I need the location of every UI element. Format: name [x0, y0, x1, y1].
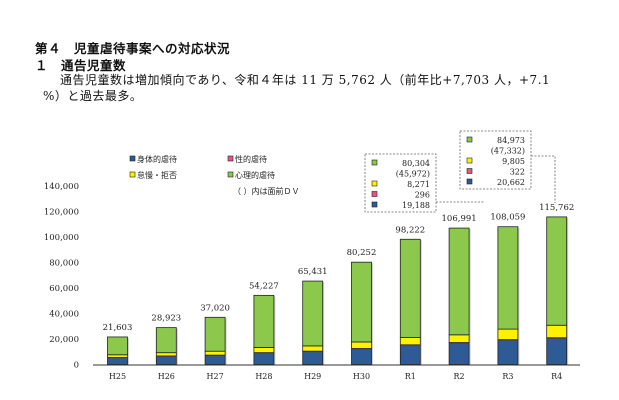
- callout-connector-R4: [531, 155, 556, 203]
- legend-swatch-3: [227, 171, 234, 178]
- callout-value: 296: [415, 191, 430, 200]
- legend-note: （ ）内は面前ＤＶ: [233, 186, 300, 196]
- legend-label-0: 身体的虐待: [137, 154, 177, 164]
- total-label-H25: 21,603: [103, 323, 133, 333]
- total-label-H29: 65,431: [298, 267, 328, 277]
- callout-box-R3: [364, 153, 437, 213]
- y-tick-label: 140,000: [44, 182, 79, 192]
- bar-segment-R1-2: [399, 337, 421, 346]
- x-tick-label: R4: [551, 372, 562, 381]
- bar-segment-H28-0: [253, 352, 275, 365]
- bar-segment-R1-0: [399, 344, 421, 365]
- callout-value: (47,332): [491, 147, 525, 156]
- x-tick-label: H27: [207, 372, 224, 381]
- bar-segment-H29-2: [302, 345, 324, 352]
- callout-box-R4: [459, 130, 532, 190]
- bar-segment-R4-3: [546, 216, 568, 326]
- bar-segment-R1-3: [399, 238, 421, 338]
- callout-value: 8,271: [407, 180, 430, 189]
- legend-label-1: 性的虐待: [235, 154, 267, 164]
- callout-swatch: [466, 168, 473, 174]
- total-label-H30: 80,252: [347, 248, 377, 258]
- bar-segment-H27-2: [204, 350, 226, 356]
- bar-segment-H25-3: [107, 336, 128, 356]
- total-label-R1: 98,222: [395, 225, 425, 235]
- callout-swatch: [466, 136, 473, 143]
- x-tick-label: R1: [405, 372, 416, 381]
- x-tick-label: H25: [109, 372, 126, 381]
- bar-segment-R2-2: [448, 334, 470, 343]
- legend-label-3: 心理的虐待: [235, 170, 275, 180]
- callout-value: (45,972): [396, 170, 430, 179]
- total-label-R3: 108,059: [490, 213, 525, 223]
- total-label-H28: 54,227: [249, 281, 279, 291]
- bar-segment-H28-2: [253, 347, 275, 354]
- subsection-number: １: [35, 58, 49, 73]
- callout-swatch: [371, 180, 378, 187]
- y-tick-label: 120,000: [44, 208, 79, 218]
- callout-value: 80,304: [402, 159, 430, 168]
- bar-segment-H30-2: [351, 341, 372, 349]
- bar-segment-H26-2: [155, 352, 177, 357]
- callout-value: 19,188: [402, 201, 430, 210]
- y-axis: 0 20,000 40,000 60,000 80,000 100,000 120,000 1…: [44, 182, 79, 371]
- y-tick-label: 0: [74, 361, 79, 371]
- x-tick-label: R3: [502, 372, 513, 381]
- bar-segment-H30-0: [351, 348, 372, 365]
- bar-segment-H29-3: [302, 280, 324, 347]
- y-tick-label: 100,000: [44, 233, 79, 243]
- bar-segment-H27-3: [204, 316, 226, 352]
- bar-segment-H27-0: [204, 354, 226, 365]
- legend-label-2: 怠慢・拒否: [137, 170, 177, 180]
- y-tick-label: 40,000: [49, 310, 79, 320]
- bar-segment-H28-3: [253, 294, 275, 348]
- callout-swatch: [371, 159, 378, 166]
- bar-segment-H26-3: [155, 327, 177, 354]
- callout-value: 84,973: [497, 136, 525, 145]
- callout-value: 20,662: [497, 178, 525, 187]
- callout-value: 9,805: [502, 157, 525, 166]
- callout-swatch: [466, 157, 473, 164]
- total-label-H26: 28,923: [151, 314, 181, 324]
- x-axis: H25 H26 H27 H28 H29 H30 R1 R2 R3 R4: [93, 364, 580, 381]
- y-tick-label: 20,000: [49, 335, 79, 345]
- y-tick-label: 60,000: [49, 284, 79, 294]
- bar-segment-R3-3: [497, 226, 519, 330]
- x-tick-label: H28: [255, 372, 272, 381]
- total-label-R2: 106,991: [442, 214, 477, 224]
- section-heading: 第４ 児童虐待事案への対応状況: [35, 41, 231, 56]
- bars: 21,603 28,923 37,020 54,227 65,431 80,252 98,2…: [103, 203, 574, 366]
- bar-segment-R2-0: [448, 342, 470, 365]
- legend-swatch-0: [129, 155, 136, 162]
- bar-segment-R2-3: [448, 227, 470, 336]
- bar-segment-H29-0: [302, 351, 324, 365]
- x-tick-label: R2: [454, 372, 465, 381]
- callout-swatch: [466, 178, 473, 185]
- bar-segment-R4-2: [546, 324, 568, 339]
- legend-swatch-2: [129, 171, 136, 178]
- y-tick-label: 80,000: [49, 259, 79, 269]
- x-tick-label: H26: [158, 372, 175, 381]
- bar-segment-H30-3: [351, 261, 372, 343]
- callout-value: 322: [510, 168, 525, 177]
- summary-text-line-2: %）と過去最多。: [43, 89, 143, 103]
- x-tick-label: H30: [353, 372, 370, 381]
- bar-segment-H25-0: [107, 357, 128, 365]
- x-tick-label: H29: [304, 372, 321, 381]
- subsection-heading: １ 通告児童数: [35, 55, 126, 74]
- callout-swatch: [371, 201, 378, 208]
- bar-segment-R3-0: [497, 339, 519, 365]
- subsection-title: 通告児童数: [61, 58, 127, 73]
- bar-segment-R3-2: [497, 328, 519, 341]
- total-label-H27: 37,020: [200, 303, 230, 313]
- callout-swatch: [371, 191, 378, 197]
- legend-swatch-1: [227, 155, 234, 162]
- summary-text-line-1: 通告児童数は増加傾向であり、令和４年は 11 万 5,762 人（前年比+7,7…: [60, 73, 551, 87]
- total-label-R4: 115,762: [539, 203, 574, 213]
- bar-segment-R4-0: [546, 337, 568, 365]
- bar-segment-H26-0: [155, 355, 177, 365]
